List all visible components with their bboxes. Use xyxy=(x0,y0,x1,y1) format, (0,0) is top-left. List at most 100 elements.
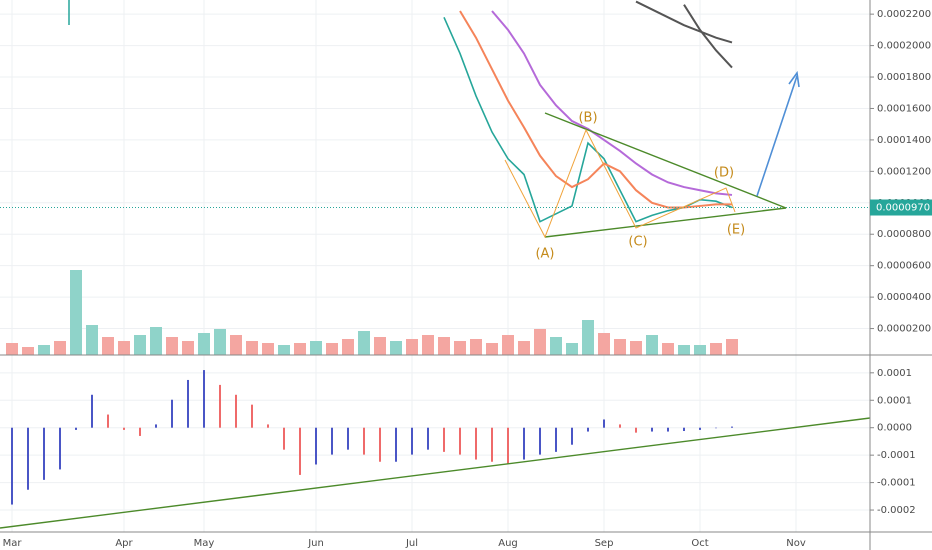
x-tick-label: Jul xyxy=(405,538,418,549)
pattern xyxy=(0,0,871,529)
macd-bar xyxy=(347,427,349,450)
y-tick-label: 0.0000200 xyxy=(877,324,931,335)
macd-bar xyxy=(139,427,141,436)
price-line xyxy=(459,10,732,209)
price-panel xyxy=(0,0,870,223)
y-tick-label: 0.0001 xyxy=(877,368,912,379)
wave-line xyxy=(504,128,736,239)
macd-bar xyxy=(667,427,669,432)
macd-bar xyxy=(619,424,621,428)
volume-bar xyxy=(710,343,722,355)
volume-bar xyxy=(486,343,498,355)
wave-label: (D) xyxy=(714,166,734,181)
y-tick-label: 0.0001800 xyxy=(877,72,931,83)
volume-bar xyxy=(70,270,82,355)
volume-bar xyxy=(310,341,322,355)
volume-bar xyxy=(646,335,658,355)
x-tick-label: Apr xyxy=(115,538,133,549)
macd-bar xyxy=(507,427,509,464)
price-line xyxy=(683,4,733,69)
macd-bar xyxy=(299,427,301,475)
volume-panel xyxy=(6,270,738,355)
macd-bar xyxy=(539,427,541,455)
macd-bar xyxy=(715,427,717,429)
volume-bar xyxy=(422,335,434,355)
volume-bar xyxy=(502,335,514,355)
macd-bar xyxy=(251,404,253,428)
volume-bar xyxy=(134,335,146,355)
volume-bar xyxy=(230,335,242,355)
y-tick-label: 0.0000400 xyxy=(877,292,931,303)
volume-bar xyxy=(598,333,610,355)
macd-bar xyxy=(683,427,685,432)
volume-bar xyxy=(358,331,370,355)
wave-label: (C) xyxy=(628,235,647,250)
macd-bar xyxy=(603,419,605,428)
volume-bar xyxy=(182,341,194,355)
volume-bar xyxy=(614,339,626,355)
price-line xyxy=(491,10,733,196)
volume-bar xyxy=(342,339,354,355)
macd-bar xyxy=(155,424,157,428)
volume-bar xyxy=(454,341,466,355)
wave-label: (E) xyxy=(727,223,745,238)
y-tick-label: 0.0001 xyxy=(877,395,912,406)
macd-bar xyxy=(395,427,397,462)
wave-label: (A) xyxy=(535,247,554,262)
macd-bar xyxy=(59,427,61,470)
x-tick-label: Oct xyxy=(691,538,708,549)
macd-bar xyxy=(107,414,109,428)
macd-bar xyxy=(571,427,573,445)
macd-bar xyxy=(523,427,525,460)
x-tick-label: Nov xyxy=(786,538,806,549)
macd-bar xyxy=(443,427,445,452)
y-tick-label: 0.0000 xyxy=(877,423,912,434)
volume-bar xyxy=(6,343,18,355)
y-tick-label: -0.0001 xyxy=(877,478,916,489)
volume-bar xyxy=(150,327,162,355)
macd-bar xyxy=(475,427,477,460)
x-tick-label: Sep xyxy=(595,538,614,549)
volume-bar xyxy=(22,347,34,355)
volume-bar xyxy=(166,337,178,355)
macd-panel xyxy=(11,370,733,505)
macd-bar xyxy=(27,427,29,490)
triangle xyxy=(544,112,787,238)
y-tick-label: 0.0000600 xyxy=(877,261,931,272)
volume-bar xyxy=(246,341,258,355)
y-tick-label: -0.0001 xyxy=(877,450,916,461)
price-label-box xyxy=(870,199,932,216)
volume-bar xyxy=(726,339,738,355)
volume-bar xyxy=(118,341,130,355)
macd-bar xyxy=(11,427,13,505)
y-tick-label: 0.0002200 xyxy=(877,9,931,20)
macd-bar xyxy=(315,427,317,465)
volume-bar xyxy=(518,341,530,355)
macd-bar xyxy=(123,427,125,430)
arrow-head xyxy=(788,70,800,88)
volume-bar xyxy=(678,345,690,355)
y-tick-label: 0.0000800 xyxy=(877,229,931,240)
macd-bar xyxy=(219,384,221,428)
macd-bar xyxy=(459,427,461,455)
volume-bar xyxy=(550,337,562,355)
macd-bar xyxy=(331,427,333,455)
volume-bar xyxy=(198,333,210,355)
x-tick-label: Mar xyxy=(3,538,23,549)
volume-bar xyxy=(326,343,338,355)
y-tick-label: -0.0002 xyxy=(877,505,916,516)
volume-bar xyxy=(630,341,642,355)
macd-bar xyxy=(635,427,637,433)
volume-bar xyxy=(86,325,98,355)
volume-bar xyxy=(406,339,418,355)
volume-bar xyxy=(102,337,114,355)
macd-bar xyxy=(699,427,701,430)
y-tick-label: 0.0001400 xyxy=(877,135,931,146)
volume-bar xyxy=(438,337,450,355)
macd-bar xyxy=(91,394,93,428)
macd-bar xyxy=(363,427,365,455)
macd-bar xyxy=(491,427,493,462)
macd-bar xyxy=(203,370,205,428)
volume-bar xyxy=(566,343,578,355)
